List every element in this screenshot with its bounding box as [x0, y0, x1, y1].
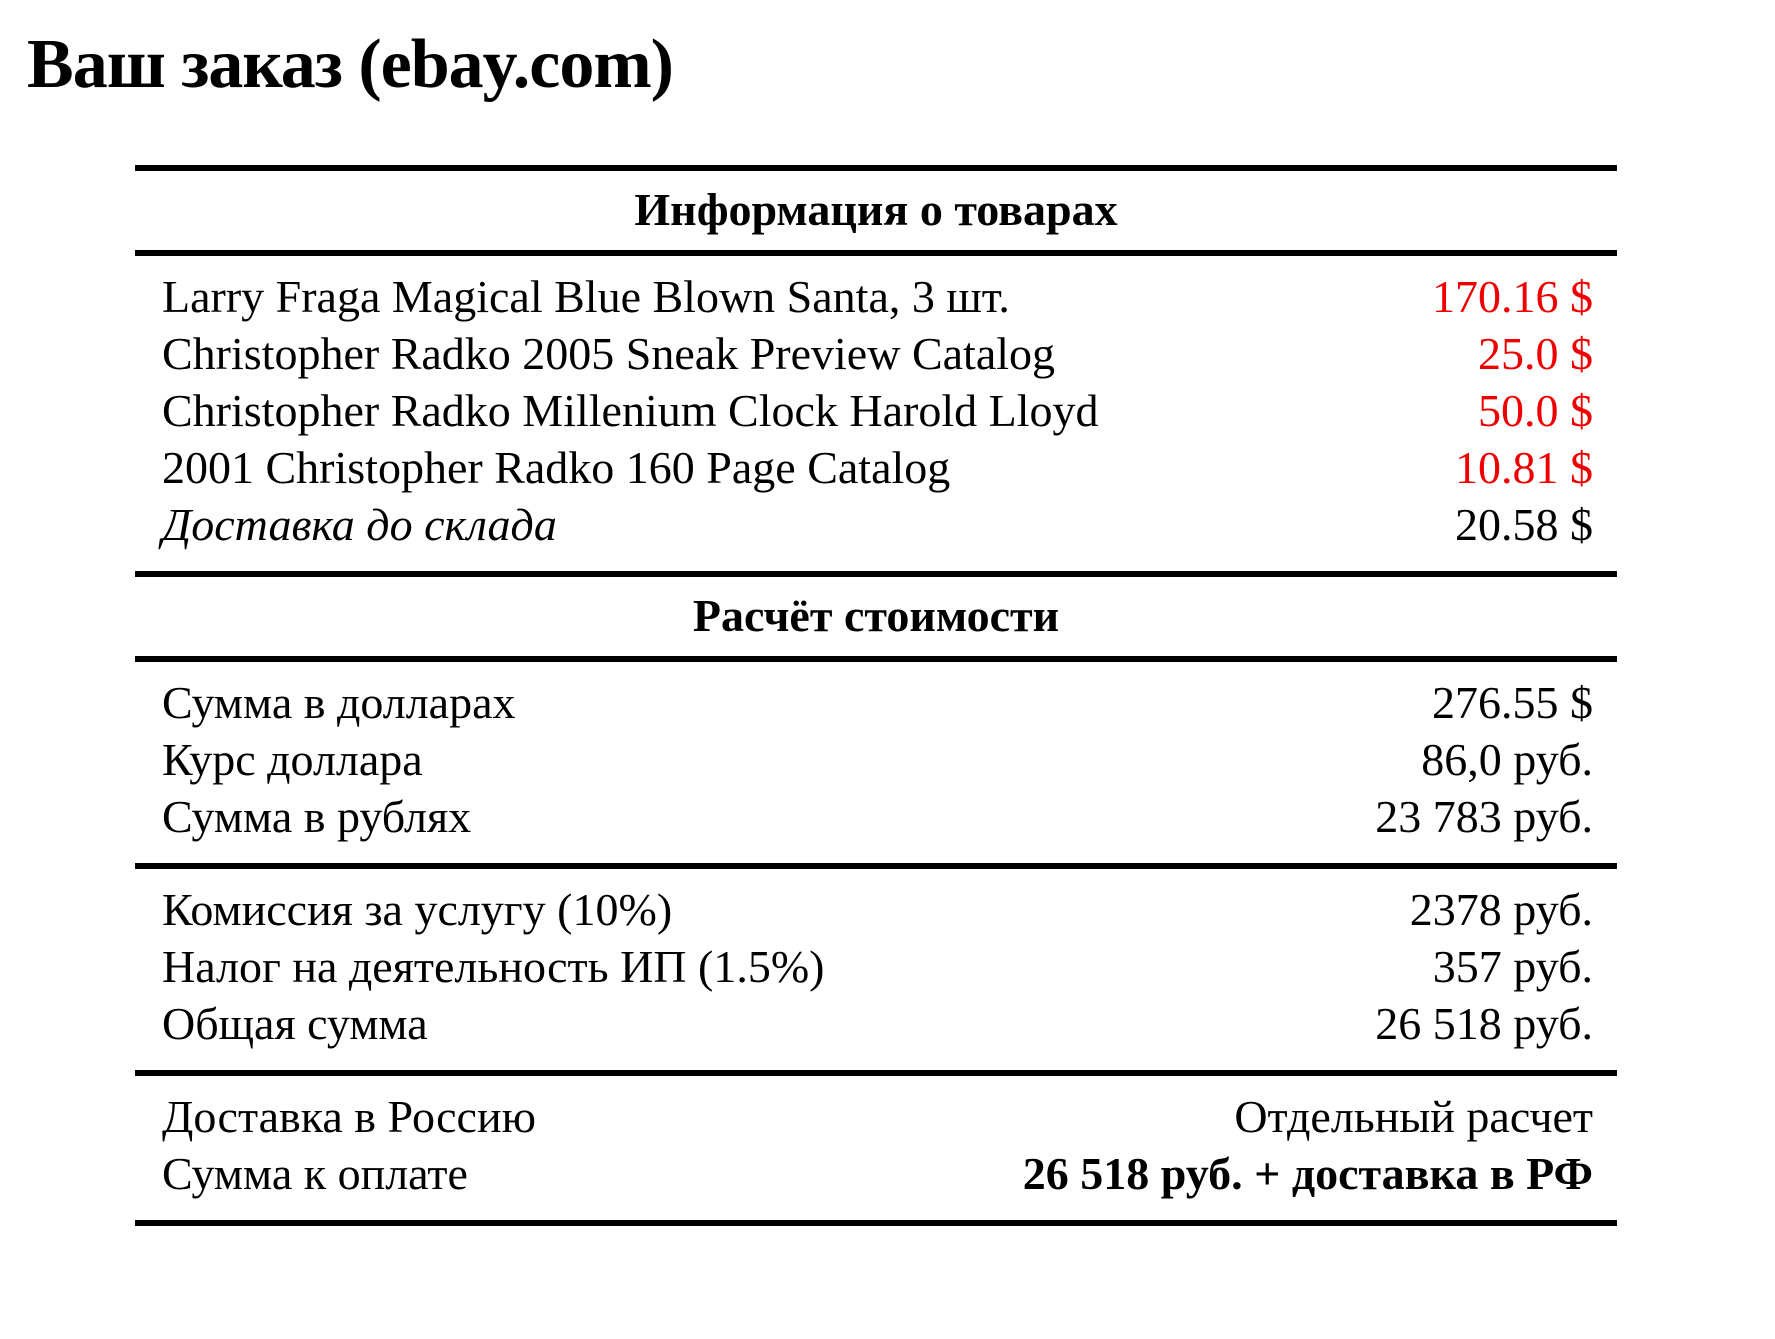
- calculation-rows-fees: Комиссия за услугу (10%) 2378 руб. Налог…: [135, 869, 1617, 1070]
- calc-value: 26 518 руб.: [1375, 998, 1593, 1049]
- calc-label: Курс доллара: [162, 734, 423, 785]
- warehouse-shipping-row: Доставка до склада 20.58 $: [162, 496, 1593, 553]
- calc-label: Налог на деятельность ИП (1.5%): [162, 941, 825, 992]
- product-name: Christopher Radko Millenium Clock Harold…: [162, 385, 1099, 436]
- russia-shipping-row: Доставка в Россию Отдельный расчет: [162, 1088, 1593, 1145]
- calc-value: 86,0 руб.: [1421, 734, 1593, 785]
- total-due-row: Сумма к оплате 26 518 руб. + доставка в …: [162, 1145, 1593, 1202]
- calc-value: 23 783 руб.: [1375, 791, 1593, 842]
- order-summary-table: Информация о товарах Larry Fraga Magical…: [135, 165, 1617, 1226]
- calc-label: Сумма в рублях: [162, 791, 472, 842]
- calc-row: Комиссия за услугу (10%) 2378 руб.: [162, 881, 1593, 938]
- calc-value: 357 руб.: [1432, 941, 1593, 992]
- totals-rows: Доставка в Россию Отдельный расчет Сумма…: [135, 1076, 1617, 1220]
- calc-label: Общая сумма: [162, 998, 428, 1049]
- product-row: Larry Fraga Magical Blue Blown Santa, 3 …: [162, 268, 1593, 325]
- total-due-value: 26 518 руб. + доставка в РФ: [1022, 1148, 1593, 1199]
- calc-label: Комиссия за услугу (10%): [162, 884, 673, 935]
- divider-top: [135, 165, 1617, 171]
- divider: [135, 656, 1617, 662]
- product-price: 25.0 $: [1478, 328, 1593, 379]
- product-price: 50.0 $: [1478, 385, 1593, 436]
- calc-label: Сумма в долларах: [162, 677, 516, 728]
- divider-bottom: [135, 1220, 1617, 1226]
- product-price: 10.81 $: [1455, 442, 1593, 493]
- calc-row: Курс доллара 86,0 руб.: [162, 731, 1593, 788]
- product-row: Christopher Radko 2005 Sneak Preview Cat…: [162, 325, 1593, 382]
- calculation-rows-usd: Сумма в долларах 276.55 $ Курс доллара 8…: [135, 662, 1617, 863]
- divider: [135, 571, 1617, 577]
- calc-row: Общая сумма 26 518 руб.: [162, 995, 1593, 1052]
- calc-row: Налог на деятельность ИП (1.5%) 357 руб.: [162, 938, 1593, 995]
- calc-value: 276.55 $: [1432, 677, 1593, 728]
- total-due-label: Сумма к оплате: [162, 1148, 468, 1199]
- product-name: Christopher Radko 2005 Sneak Preview Cat…: [162, 328, 1056, 379]
- divider: [135, 250, 1617, 256]
- products-section-header: Информация о товарах: [634, 184, 1118, 235]
- product-row: 2001 Christopher Radko 160 Page Catalog …: [162, 439, 1593, 496]
- product-row: Christopher Radko Millenium Clock Harold…: [162, 382, 1593, 439]
- calc-row: Сумма в долларах 276.55 $: [162, 674, 1593, 731]
- russia-shipping-label: Доставка в Россию: [162, 1091, 536, 1142]
- calc-row: Сумма в рублях 23 783 руб.: [162, 788, 1593, 845]
- divider: [135, 1070, 1617, 1076]
- warehouse-shipping-price: 20.58 $: [1455, 499, 1593, 550]
- product-price: 170.16 $: [1432, 271, 1593, 322]
- russia-shipping-value: Отдельный расчет: [1234, 1091, 1593, 1142]
- product-name: Larry Fraga Magical Blue Blown Santa, 3 …: [162, 271, 1010, 322]
- product-name: 2001 Christopher Radko 160 Page Catalog: [162, 442, 951, 493]
- products-rows: Larry Fraga Magical Blue Blown Santa, 3 …: [135, 256, 1617, 571]
- calculation-section-header: Расчёт стоимости: [692, 590, 1060, 641]
- page-title: Ваш заказ (ebay.com): [27, 26, 674, 103]
- divider: [135, 863, 1617, 869]
- warehouse-shipping-label: Доставка до склада: [162, 499, 557, 550]
- calc-value: 2378 руб.: [1409, 884, 1593, 935]
